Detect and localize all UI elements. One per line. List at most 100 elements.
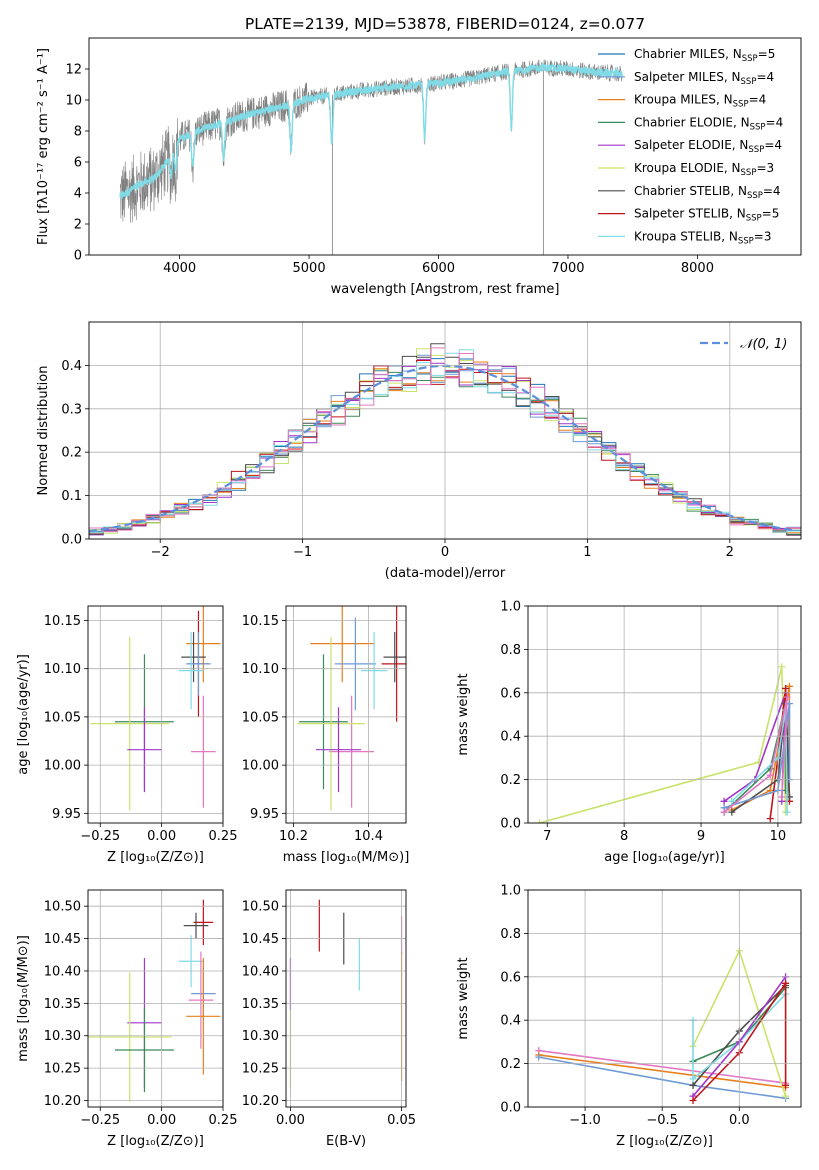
legend-name: Kroupa ELODIE, N — [634, 161, 741, 175]
residuals-xlabel: (data-model)/error — [385, 566, 506, 581]
mass-ebv-xlabel: E(B-V) — [326, 1134, 366, 1149]
mass-z-xtick-label: 0.00 — [147, 1113, 176, 1128]
legend-tail: =4 — [766, 115, 784, 129]
spectrum-xtick-label: 5000 — [293, 261, 326, 276]
age-mass-ytick-label: 9.95 — [250, 807, 279, 822]
age-z-xlabel: Z [log₁₀(Z/Z⊙)] — [107, 850, 204, 865]
legend-entry: Salpeter MILES, NSSP=4 — [634, 70, 774, 87]
mass-z-xlabel: Z [log₁₀(Z/Z⊙)] — [107, 1134, 204, 1149]
weight-series-marker — [782, 1092, 790, 1100]
mass-z-ytick-label: 10.25 — [44, 1062, 81, 1077]
residuals-xtick-label: 0 — [441, 545, 449, 560]
mass-z-xtick-label: 0.25 — [209, 1113, 238, 1128]
spectrum-ytick-label: 4 — [74, 187, 82, 202]
weight-age-ytick-label: 0.0 — [500, 817, 521, 832]
legend-tail: =5 — [758, 47, 776, 61]
weight-age-xtick-label: 10 — [770, 829, 787, 844]
spectrum-model-line — [119, 61, 623, 200]
weight-series-marker — [720, 797, 728, 805]
spectrum-ylabel: Flux [fλ10⁻¹⁷ erg cm⁻² s⁻¹ A⁻¹] — [36, 48, 51, 245]
weight-series-marker — [782, 1081, 790, 1089]
legend-sub: SSP — [741, 77, 757, 87]
weight-z-xlabel: Z [log₁₀(Z/Z⊙)] — [616, 1134, 713, 1149]
spectrum-ytick-label: 10 — [65, 94, 82, 109]
mass-z-plot-area — [88, 899, 221, 1102]
age-z-ytick-label: 10.15 — [44, 614, 81, 629]
mass-z-ytick-label: 10.20 — [44, 1094, 81, 1109]
weight-series-line — [731, 703, 791, 813]
residuals-ytick-label: 0.0 — [61, 533, 82, 548]
age-mass-plot-area — [297, 606, 406, 811]
age-mass-xtick-label: 10.4 — [354, 829, 383, 844]
weight-age-xlabel: age [log₁₀(age/yr)] — [604, 850, 725, 865]
weight-z-ytick-label: 0.2 — [500, 1057, 521, 1072]
mass-z-ylabel: mass [log₁₀(M/M⊙)] — [16, 935, 31, 1062]
age-z-plot-area — [90, 606, 221, 811]
legend-tail: =3 — [756, 161, 774, 175]
legend-entry: Chabrier ELODIE, NSSP=4 — [634, 115, 783, 132]
spectrum-plot-area — [119, 59, 623, 255]
mass-ebv-ytick-label: 10.45 — [242, 932, 279, 947]
weight-z-ytick-label: 0.0 — [500, 1101, 521, 1116]
age-z-ytick-label: 10.10 — [44, 662, 81, 677]
legend-sub: SSP — [746, 214, 762, 224]
age-z-ylabel: age [log₁₀(age/yr)] — [16, 654, 31, 775]
residuals-xtick-label: −1 — [293, 545, 312, 560]
weight-z-ytick-label: 0.8 — [500, 927, 521, 942]
age-z-chart: −0.25 0.00 0.25 9.95 10.00 10.05 10.10 10.15 Z [… — [16, 605, 237, 865]
residuals-xtick-label: −2 — [151, 545, 170, 560]
residuals-frame — [88, 321, 802, 540]
weight-age-ytick-label: 0.2 — [500, 773, 521, 788]
weight-series-marker — [728, 797, 736, 805]
legend-tail: =4 — [749, 93, 767, 107]
weight-series-marker — [785, 682, 793, 690]
weight-series-marker — [778, 793, 786, 801]
age-z-xtick-label: −0.25 — [80, 829, 120, 844]
weight-series-marker — [720, 808, 728, 816]
legend-entry: Salpeter ELODIE, NSSP=4 — [634, 138, 782, 155]
spectrum-xtick-label: 7000 — [551, 261, 584, 276]
weight-series-marker — [782, 979, 790, 987]
weight-z-ylabel: mass weight — [456, 957, 471, 1039]
legend-name: Kroupa STELIB, N — [634, 229, 738, 243]
weight-series-line — [692, 980, 787, 1102]
residuals-xtick-label: 2 — [726, 545, 734, 560]
weight-series-marker — [535, 1053, 543, 1061]
mass-z-ytick-label: 10.30 — [44, 1029, 81, 1044]
weight-series-marker — [778, 663, 786, 671]
weight-series-marker — [689, 1081, 697, 1089]
legend-name: Salpeter ELODIE, N — [634, 138, 748, 152]
gaussian-legend-label: 𝒩(0, 1) — [740, 337, 787, 352]
weight-series-marker — [689, 1075, 697, 1083]
mass-z-ytick-label: 10.50 — [44, 900, 81, 915]
spectrum-ytick-label: 8 — [74, 125, 82, 140]
gaussian-curve — [89, 364, 796, 533]
spectrum-title: PLATE=2139, MJD=53878, FIBERID=0124, z=0… — [245, 15, 645, 33]
mass-ebv-xtick-label: 0.05 — [387, 1113, 416, 1128]
weight-z-frame — [527, 889, 802, 1108]
legend-entry: Chabrier MILES, NSSP=5 — [634, 47, 775, 64]
age-z-ytick-label: 10.00 — [44, 759, 81, 774]
weight-age-ylabel: mass weight — [456, 673, 471, 755]
legend-sub: SSP — [747, 191, 763, 201]
residuals-ytick-label: 0.3 — [61, 402, 82, 417]
age-mass-chart: 10.2 10.4 9.95 10.00 10.05 10.10 10.15 mass [lo… — [242, 605, 409, 865]
mass-ebv-frame — [285, 889, 407, 1108]
mass-z-chart: −0.25 0.00 0.25 10.20 10.25 10.30 10.35 10.40 10… — [16, 889, 238, 1149]
mass-z-ytick-label: 10.35 — [44, 997, 81, 1012]
age-mass-ytick-label: 10.05 — [242, 710, 279, 725]
legend-sub: SSP — [742, 54, 758, 64]
weight-age-xtick-label: 7 — [543, 829, 551, 844]
weight-z-xtick-label: −0.5 — [646, 1113, 678, 1128]
age-z-xtick-label: 0.25 — [209, 829, 238, 844]
residuals-chart: −2 −1 0 1 2 0.0 0.1 0.2 0.3 0.4 (data-model)/error… — [36, 321, 802, 581]
spectrum-ytick-label: 2 — [74, 218, 82, 233]
legend-sub: SSP — [738, 236, 754, 246]
age-mass-frame — [285, 605, 407, 824]
spectrum-xtick-label: 6000 — [422, 261, 455, 276]
spectrum-frame — [88, 37, 802, 256]
legend-sub: SSP — [741, 168, 757, 178]
mass-z-ytick-label: 10.45 — [44, 932, 81, 947]
weight-age-plot-area — [536, 663, 793, 823]
mass-ebv-ytick-label: 10.25 — [242, 1062, 279, 1077]
